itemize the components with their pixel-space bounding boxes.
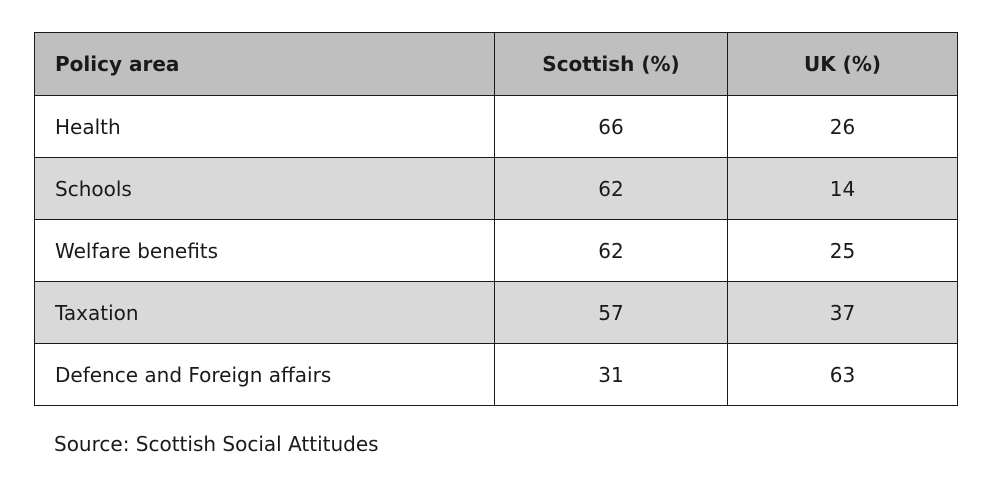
policy-area-cell: Welfare benefits bbox=[34, 219, 495, 282]
scottish-value-cell: 62 bbox=[494, 219, 728, 282]
uk-value-cell: 25 bbox=[727, 219, 958, 282]
column-header-policy-area: Policy area bbox=[34, 32, 495, 96]
policy-area-cell: Schools bbox=[34, 157, 495, 220]
column-header-scottish: Scottish (%) bbox=[494, 32, 728, 96]
scottish-value-cell: 57 bbox=[494, 281, 728, 344]
table-row: Welfare benefits 62 25 bbox=[34, 219, 958, 282]
scottish-value-cell: 66 bbox=[494, 95, 728, 158]
policy-area-cell: Defence and Foreign affairs bbox=[34, 343, 495, 406]
table-row: Taxation 57 37 bbox=[34, 281, 958, 344]
policy-table: Policy area Scottish (%) UK (%) Health 6… bbox=[34, 32, 958, 406]
table-header-row: Policy area Scottish (%) UK (%) bbox=[34, 32, 958, 96]
scottish-value-cell: 31 bbox=[494, 343, 728, 406]
uk-value-cell: 37 bbox=[727, 281, 958, 344]
table-row: Defence and Foreign affairs 31 63 bbox=[34, 343, 958, 406]
policy-area-cell: Taxation bbox=[34, 281, 495, 344]
uk-value-cell: 63 bbox=[727, 343, 958, 406]
uk-value-cell: 14 bbox=[727, 157, 958, 220]
table-row: Health 66 26 bbox=[34, 95, 958, 158]
scottish-value-cell: 62 bbox=[494, 157, 728, 220]
table-container: Policy area Scottish (%) UK (%) Health 6… bbox=[34, 32, 958, 406]
source-note: Source: Scottish Social Attitudes bbox=[54, 432, 379, 456]
table-row: Schools 62 14 bbox=[34, 157, 958, 220]
policy-area-cell: Health bbox=[34, 95, 495, 158]
column-header-uk: UK (%) bbox=[727, 32, 958, 96]
uk-value-cell: 26 bbox=[727, 95, 958, 158]
